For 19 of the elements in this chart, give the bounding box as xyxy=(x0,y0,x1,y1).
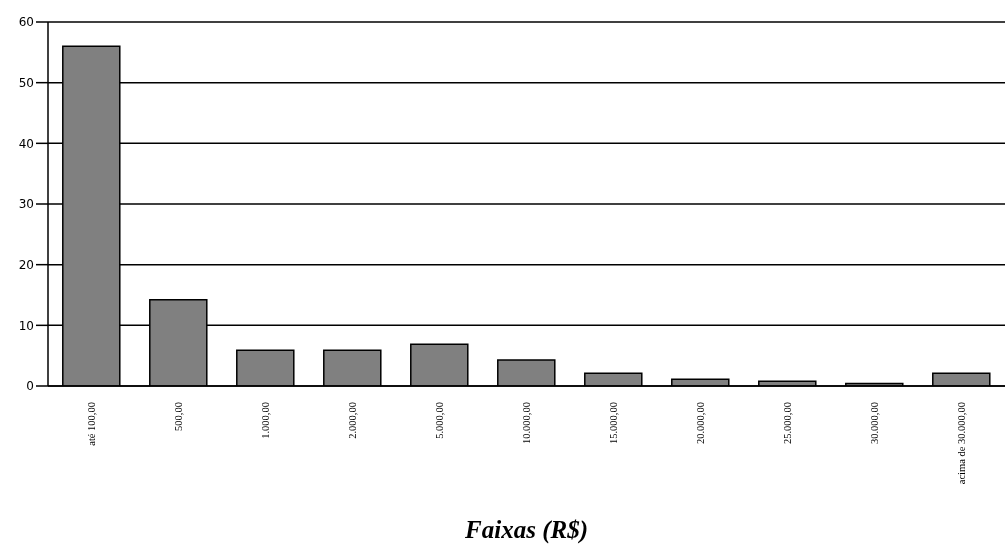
x-tick-label: 1.000,00 xyxy=(260,402,271,439)
y-tick-label: 0 xyxy=(26,379,34,394)
x-tick-label: 10.000,00 xyxy=(521,402,532,444)
x-tick-label: 5.000,00 xyxy=(434,402,445,439)
x-tick-label: 20.000,00 xyxy=(695,402,706,444)
x-tick-label: 2.000,00 xyxy=(347,402,358,439)
x-tick-label: 30.000,00 xyxy=(869,402,880,444)
y-tick-label: 60 xyxy=(18,15,34,30)
x-tick-label: 500,00 xyxy=(173,402,184,431)
x-tick-label: 25.000,00 xyxy=(782,402,793,444)
y-tick-label: 30 xyxy=(18,197,34,212)
x-tick-label: acima de 30.000,00 xyxy=(956,402,967,485)
x-tick-label: 15.000,00 xyxy=(608,402,619,444)
x-tick-label: até 100,00 xyxy=(86,402,97,446)
x-axis-title: Faixas (R$) xyxy=(464,516,589,544)
y-tick-label: 40 xyxy=(18,136,34,151)
y-tick-label: 10 xyxy=(18,318,34,333)
y-tick-label: 20 xyxy=(18,257,34,272)
y-tick-label: 50 xyxy=(18,75,34,90)
